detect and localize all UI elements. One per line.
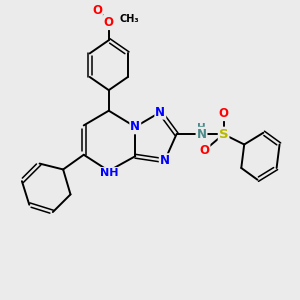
Text: N: N [130,120,140,134]
Text: NH: NH [100,168,118,178]
Text: H: H [197,123,206,133]
Text: CH₃: CH₃ [120,14,140,24]
Text: O: O [104,16,114,29]
Text: N: N [160,154,170,167]
Text: O: O [219,107,229,120]
Text: O: O [200,144,209,157]
Text: O: O [104,16,114,29]
Text: N: N [155,106,165,119]
Text: N: N [196,128,206,141]
Text: O: O [92,4,102,17]
Text: S: S [219,128,228,141]
